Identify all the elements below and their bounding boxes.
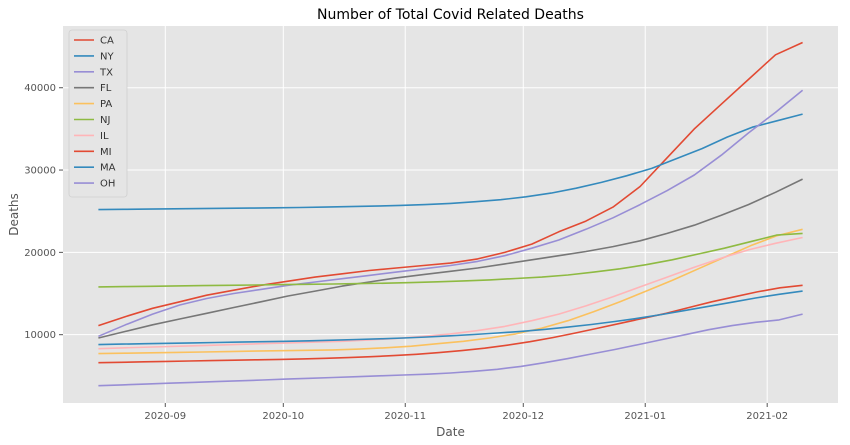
x-tick-label: 2021-01 [624,411,666,422]
legend-label-il: IL [100,131,109,142]
legend-label-oh: OH [100,179,115,190]
series-line-ca [98,41,803,327]
y-axis-ticks: 10000 20000 30000 40000 [24,83,63,341]
y-tick-label: 20000 [24,248,56,259]
x-tick-label: 2020-10 [262,411,304,422]
series-line-pa [98,228,803,355]
plot-area [63,26,838,403]
x-tick-label: 2020-09 [144,411,186,422]
legend-box [68,29,128,198]
legend-label-mi: MI [100,147,112,158]
grid-lines [63,26,838,403]
series-line-il [98,236,803,350]
x-tick-label: 2021-02 [746,411,788,422]
x-axis-ticks: 2020-09 2020-10 2020-11 2020-12 2021-01 2021-… [144,403,788,422]
legend-label-tx: TX [99,67,113,78]
legend-label-ma: MA [100,163,116,174]
legend-label-fl: FL [100,83,112,94]
series-line-tx [98,89,804,338]
legend-label-nj: NJ [100,115,110,126]
legend-label-ny: NY [100,51,114,62]
series-line-fl [98,178,803,339]
series-line-ma [98,290,803,346]
chart-title: Number of Total Covid Related Deaths [317,7,584,23]
x-tick-label: 2020-12 [502,411,544,422]
x-tick-label: 2020-11 [384,411,426,422]
legend: CA NY TX FL PA NJ IL MI MA OH [68,29,128,198]
series-line-nj [98,232,803,288]
legend-label-ca: CA [100,36,114,47]
y-axis-label: Deaths [7,193,21,236]
series-line-oh [98,313,803,387]
x-axis-label: Date [436,425,465,439]
series-line-ny [98,113,803,211]
y-tick-label: 30000 [24,166,56,177]
series-line-mi [98,284,803,364]
series-lines [98,41,804,387]
legend-label-pa: PA [100,99,112,110]
y-tick-label: 40000 [24,83,56,94]
y-tick-label: 10000 [24,330,56,341]
